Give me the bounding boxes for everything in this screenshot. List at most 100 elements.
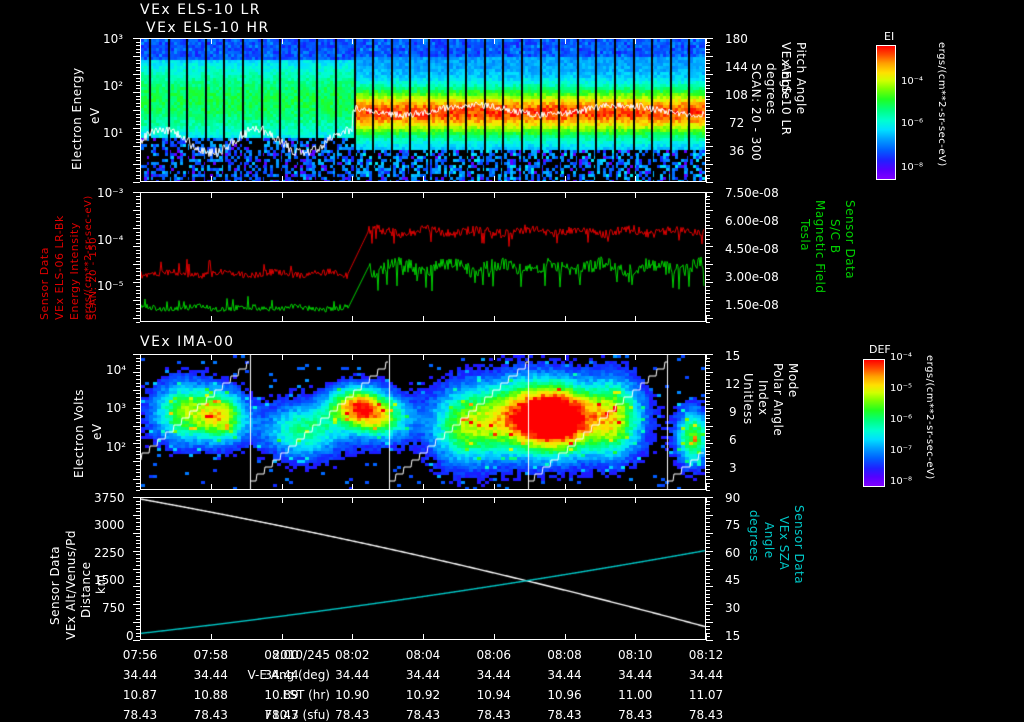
axis-minor-tick (706, 383, 710, 384)
axis-minor-tick (706, 214, 710, 215)
axis-minor-tick (136, 375, 140, 376)
axis-x-tick-top (282, 497, 283, 503)
axis-minor-tick (136, 615, 140, 616)
axis-minor-tick (706, 426, 713, 427)
axis-x-tick (635, 634, 636, 640)
panel1-colorbar-tick-3: 10⁻⁸ (901, 162, 924, 173)
axis-minor-tick (136, 465, 140, 466)
panel3-colorbar (863, 359, 885, 487)
footer-cell: 78.43 (476, 708, 511, 722)
axis-x-tick-top (282, 38, 283, 44)
panel4-ytick-750: 750 (102, 601, 125, 615)
panel2-y2tick-600: 6.00e-08 (725, 214, 779, 228)
axis-minor-tick (706, 547, 710, 548)
axis-x-tick-top (423, 497, 424, 503)
axis-minor-tick (706, 358, 710, 359)
footer-cell: 78.43 (193, 708, 228, 722)
axis-minor-tick (136, 121, 140, 122)
footer-cell: 08:06 (476, 648, 512, 662)
panel4-plot-area[interactable] (140, 497, 706, 640)
axis-minor-tick (136, 124, 140, 125)
axis-minor-tick (136, 565, 140, 566)
axis-minor-tick (136, 293, 140, 294)
axis-minor-tick (136, 368, 140, 369)
panel2-ylabel-instrument: VEx ELS-06 LR-Bk (53, 215, 66, 320)
panel4-y2tick-60: 60 (725, 546, 741, 560)
panel2-y2label-sensor: Sensor Data (843, 200, 857, 280)
axis-minor-tick (136, 590, 140, 591)
axis-minor-tick (706, 429, 710, 430)
axis-minor-tick (133, 461, 140, 462)
axis-x-tick-top (706, 38, 707, 44)
axis-minor-tick (706, 472, 710, 473)
axis-x-tick (494, 484, 495, 490)
axis-minor-tick (136, 536, 140, 537)
axis-minor-tick (136, 106, 140, 107)
axis-minor-tick (706, 569, 713, 570)
axis-x-tick (706, 634, 707, 640)
footer-cell: 08:12 (688, 648, 724, 662)
axis-x-tick (352, 484, 353, 490)
footer-cell: 10.92 (405, 688, 441, 702)
panel3-plot-area[interactable] (140, 354, 706, 490)
panel1-y2label-pitch: Pitch Angle (794, 42, 808, 115)
axis-minor-tick (706, 486, 710, 487)
axis-minor-tick (706, 476, 710, 477)
axis-x-tick-top (352, 192, 353, 198)
axis-x-tick-top (565, 354, 566, 360)
axis-minor-tick (706, 579, 710, 580)
axis-minor-tick (136, 103, 140, 104)
axis-minor-tick (706, 268, 710, 269)
axis-minor-tick (706, 461, 713, 462)
panel1-title-lr: VEx ELS-10 LR (140, 2, 262, 18)
axis-minor-tick (706, 318, 713, 319)
axis-minor-tick (706, 282, 713, 283)
axis-x-tick (565, 634, 566, 640)
axis-minor-tick (706, 275, 710, 276)
axis-x-tick (494, 634, 495, 640)
axis-minor-tick (136, 225, 140, 226)
axis-minor-tick (136, 60, 140, 61)
axis-minor-tick (136, 85, 140, 86)
axis-minor-tick (706, 146, 713, 147)
panel2-plot-area[interactable] (140, 192, 706, 322)
footer-cell: 07:58 (193, 648, 229, 662)
axis-minor-tick (706, 128, 713, 129)
axis-minor-tick (706, 99, 710, 100)
axis-minor-tick (706, 640, 713, 641)
axis-minor-tick (133, 408, 140, 409)
axis-minor-tick (136, 422, 140, 423)
axis-x-tick (494, 316, 495, 322)
axis-minor-tick (706, 279, 710, 280)
panel2-ytick-1e-5: 10⁻⁵ (97, 279, 124, 293)
axis-x-tick-top (423, 192, 424, 198)
panel1-y2label-scan: SCAN: 20 - 300 (749, 63, 763, 162)
axis-minor-tick (136, 576, 140, 577)
axis-minor-tick (136, 619, 140, 620)
axis-minor-tick (706, 483, 710, 484)
axis-minor-tick (706, 271, 710, 272)
axis-x-tick (211, 634, 212, 640)
axis-minor-tick (706, 458, 710, 459)
axis-minor-tick (706, 239, 710, 240)
footer-row-label: LST (hr) (282, 688, 330, 702)
axis-minor-tick (136, 322, 140, 323)
axis-minor-tick (133, 551, 140, 552)
axis-x-tick-top (282, 354, 283, 360)
panel1-plot-area[interactable] (140, 38, 706, 182)
axis-x-tick (352, 316, 353, 322)
axis-minor-tick (706, 74, 713, 75)
axis-minor-tick (136, 401, 140, 402)
axis-minor-tick (136, 415, 140, 416)
axis-minor-tick (136, 540, 140, 541)
axis-minor-tick (706, 81, 710, 82)
axis-minor-tick (706, 543, 710, 544)
axis-minor-tick (136, 297, 140, 298)
panel4-y2label-sensor: Sensor Data (792, 505, 806, 585)
panel3-y2tick-3: 3 (729, 461, 737, 475)
axis-minor-tick (706, 85, 710, 86)
axis-x-tick (494, 176, 495, 182)
axis-minor-tick (706, 49, 710, 50)
axis-minor-tick (706, 150, 710, 151)
axis-x-tick-top (282, 192, 283, 198)
